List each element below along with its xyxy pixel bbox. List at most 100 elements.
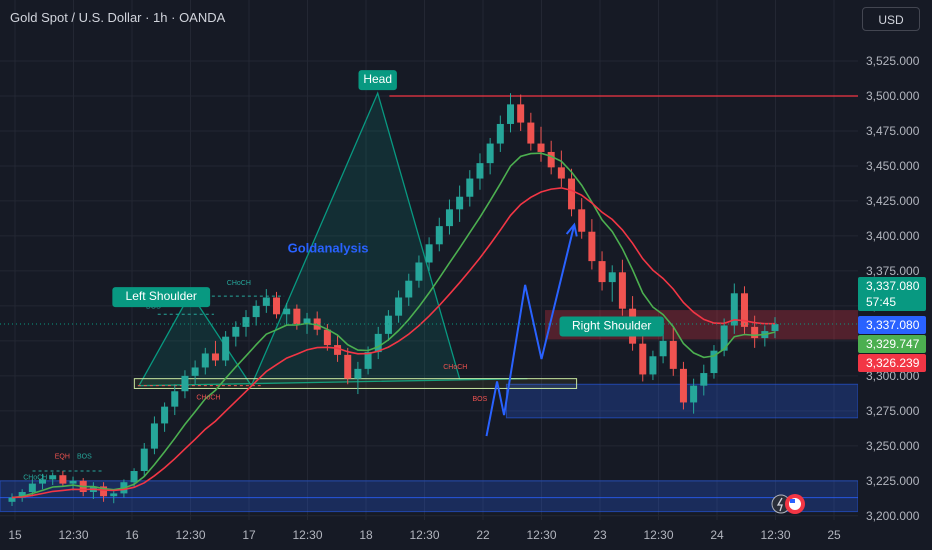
price-tick-label: 3,425.000 [866, 194, 920, 208]
candle [466, 170, 474, 207]
badge-bg [858, 335, 926, 353]
candle-body [771, 324, 779, 332]
time-tick-label: 12:30 [526, 528, 556, 542]
candle-body [608, 272, 616, 283]
event-markers [771, 494, 805, 514]
bid-price-badge: 3,337.080 [858, 316, 926, 334]
candle [374, 326, 382, 360]
projection-path [485, 224, 576, 437]
candle [110, 490, 118, 504]
candle [425, 237, 433, 271]
time-axis: 15 12:30 16 12:30 17 12:30 18 12:30 22 12:30 23 12:… [0, 520, 858, 550]
candle [547, 140, 555, 175]
candle [262, 289, 270, 313]
badge-bg [858, 316, 926, 334]
structure-label: CHoCH [227, 280, 251, 287]
time-tick-label: 12:30 [292, 528, 322, 542]
candle-body [425, 244, 433, 263]
candle [222, 331, 230, 367]
time-tick-label: 18 [359, 528, 373, 542]
candle-body [303, 318, 311, 325]
structure-label: BOS [146, 304, 161, 311]
candle [242, 310, 250, 337]
candle-body [415, 262, 423, 281]
candle [598, 251, 606, 291]
price-tick-label: 3,450.000 [866, 159, 920, 173]
candle [669, 326, 677, 376]
annotation-box [358, 70, 397, 91]
candle [679, 361, 687, 410]
candle-body [456, 196, 464, 210]
ema-slow-badge: 3,326.239 [858, 354, 926, 372]
candle-body [486, 143, 494, 164]
candle [456, 185, 464, 222]
price-axis-bg [858, 0, 932, 550]
candle [39, 473, 47, 490]
candle-body [252, 305, 260, 318]
candle [506, 93, 514, 133]
candle [476, 153, 484, 190]
time-tick-label: 12:30 [643, 528, 673, 542]
price-tick-label: 3,500.000 [866, 89, 920, 103]
candle-body [690, 385, 698, 403]
candle-body [527, 122, 535, 144]
candle [8, 493, 16, 507]
zone-blue [0, 480, 859, 513]
candle-body [751, 326, 759, 339]
price-tick-label: 3,475.000 [866, 124, 920, 138]
candle [69, 476, 77, 491]
candle [354, 361, 362, 395]
candle [415, 255, 423, 288]
candle [730, 283, 738, 334]
candle [700, 364, 708, 396]
candle-body [140, 448, 148, 472]
price-tick-label: 3,225.000 [866, 474, 920, 488]
badge-value: 3,337.080 [866, 318, 920, 332]
annotation-box [112, 287, 211, 308]
candle-body [39, 479, 47, 484]
candle-body [161, 406, 169, 424]
annotation-label: Left Shoulder [112, 287, 211, 308]
candle [639, 332, 647, 382]
watermark-text: Goldanalysis [288, 241, 369, 256]
candle [273, 291, 281, 319]
annotation-text: Right Shoulder [572, 318, 651, 332]
candle [171, 384, 179, 416]
candle-body [659, 340, 667, 357]
candle-body [476, 163, 484, 179]
structure-label: BOS [77, 453, 92, 460]
candle [232, 321, 240, 347]
candle-body [69, 480, 77, 484]
structure-label: CHoCH [23, 474, 47, 481]
price-tick-label: 3,275.000 [866, 404, 920, 418]
badge-value: 3,329.747 [866, 337, 920, 351]
last-price-badge: 3,337.080 57:45 [858, 277, 926, 311]
time-tick-label: 12:30 [175, 528, 205, 542]
time-tick-label: 17 [242, 528, 256, 542]
annotation-text: Left Shoulder [126, 289, 197, 303]
ema-fast-badge: 3,329.747 [858, 335, 926, 353]
candle-body [740, 293, 748, 327]
candle [740, 286, 748, 334]
badge-value: 3,326.239 [866, 356, 920, 370]
candle-body [537, 143, 545, 152]
annotation-label: Head [358, 70, 397, 91]
candle [659, 333, 667, 364]
price-tick-label: 3,250.000 [866, 439, 920, 453]
candle-body [283, 308, 291, 315]
candle-body [649, 356, 657, 375]
candle-body [211, 353, 219, 361]
candle [486, 137, 494, 175]
candle [649, 350, 657, 381]
candle [557, 150, 565, 187]
time-tick-label: 15 [8, 528, 22, 542]
candle [395, 290, 403, 323]
candle [252, 300, 260, 326]
candle [527, 112, 535, 151]
price-tick-label: 3,525.000 [866, 54, 920, 68]
time-tick-label: 12:30 [760, 528, 790, 542]
currency-button[interactable]: USD [862, 7, 920, 31]
price-tick-label: 3,375.000 [866, 264, 920, 278]
